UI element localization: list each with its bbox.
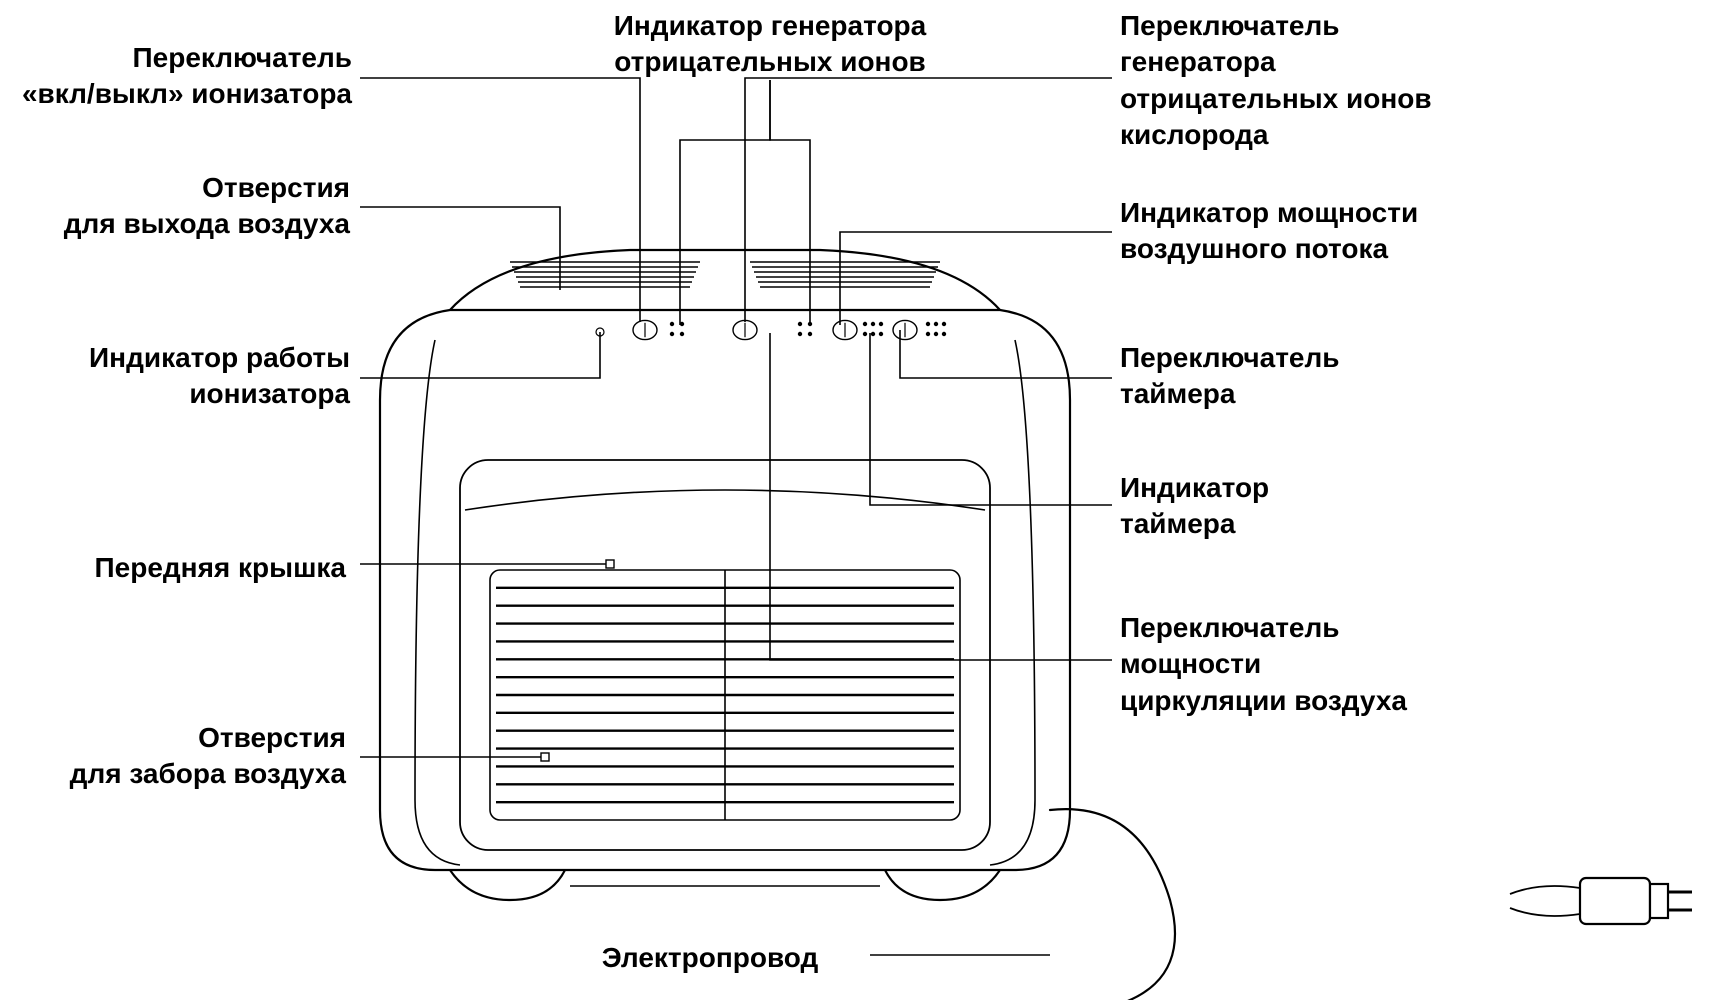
label-l1: Переключатель «вкл/выкл» ионизатора [12,40,352,113]
label-l3: Индикатор работы ионизатора [40,340,350,413]
label-t1: Индикатор генератора отрицательных ионов [560,8,980,81]
label-r2: Индикатор мощности воздушного потока [1120,195,1540,268]
label-r5: Переключатель мощности циркуляции воздух… [1120,610,1540,719]
diagram-stage: Переключатель «вкл/выкл» ионизатора Отвер… [0,0,1710,1000]
label-l2: Отверстия для выхода воздуха [50,170,350,243]
label-l5: Отверстия для забора воздуха [26,720,346,793]
label-r4: Индикатор таймера [1120,470,1540,543]
label-b1: Электропровод [560,940,860,976]
label-r1: Переключатель генератора отрицательных и… [1120,8,1540,154]
label-r3: Переключатель таймера [1120,340,1540,413]
label-l4: Передняя крышка [26,550,346,586]
